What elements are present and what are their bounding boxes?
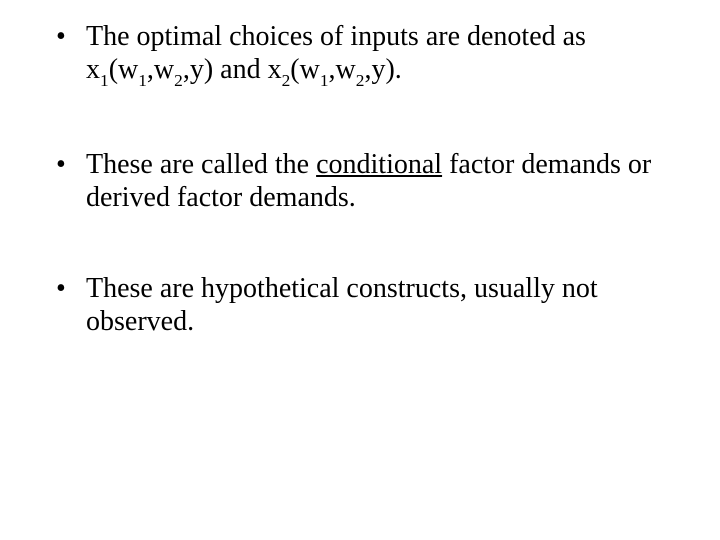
b1-text-3: ,w	[147, 54, 174, 85]
b1-sub-5: 1	[320, 71, 329, 90]
b1-sub-4: 2	[282, 71, 291, 90]
b2-text-pre: These are called the	[86, 149, 316, 180]
b1-sub-3: 2	[174, 71, 183, 90]
bullet-list: The optimal choices of inputs are denote…	[50, 20, 670, 338]
b1-sub-1: 1	[100, 71, 109, 90]
bullet-item-3: These are hypothetical constructs, usual…	[50, 272, 670, 338]
b1-text-7: ,y).	[364, 54, 401, 85]
b1-text-4: ,y) and x	[183, 54, 282, 85]
bullet-item-1: The optimal choices of inputs are denote…	[50, 20, 670, 90]
b3-text: These are hypothetical constructs, usual…	[86, 273, 598, 337]
b1-sub-6: 2	[356, 71, 365, 90]
b1-sub-2: 1	[138, 71, 147, 90]
b1-text-2: (w	[109, 54, 139, 85]
b1-text-6: ,w	[329, 54, 356, 85]
b1-text-5: (w	[290, 54, 320, 85]
slide: The optimal choices of inputs are denote…	[0, 0, 720, 540]
bullet-item-2: These are called the conditional factor …	[50, 148, 670, 214]
b2-underline: conditional	[316, 149, 442, 180]
